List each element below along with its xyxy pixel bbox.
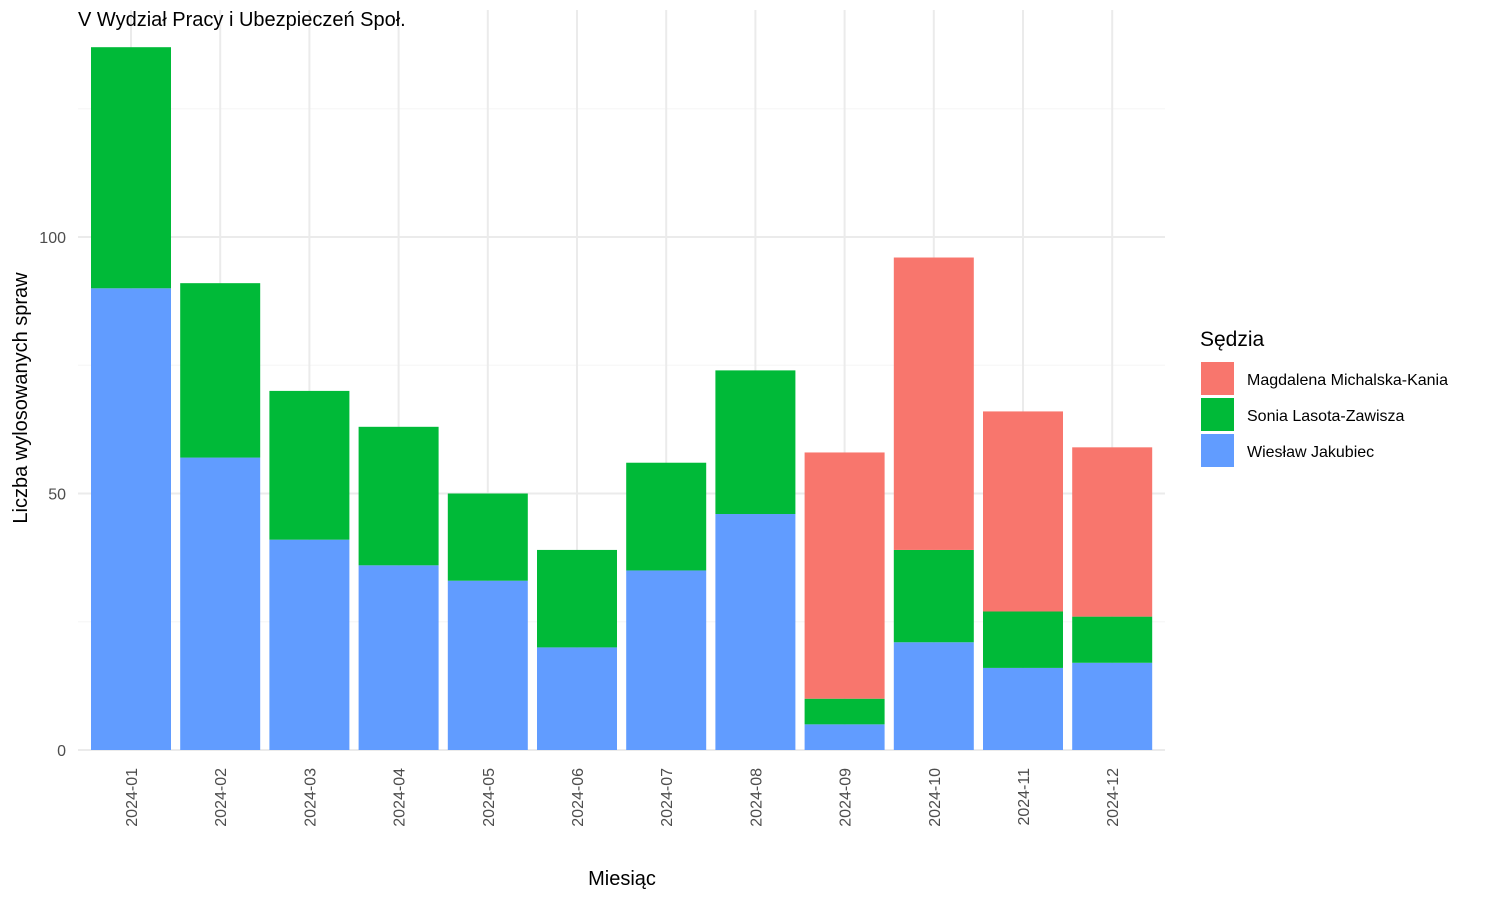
- bar-segment: [804, 724, 885, 750]
- legend-label: Magdalena Michalska-Kania: [1247, 372, 1448, 389]
- y-axis-ticks: 0 50 100: [39, 230, 66, 760]
- bar-segment: [180, 457, 261, 750]
- bar-segment: [715, 514, 796, 750]
- legend-swatch: [1201, 434, 1234, 467]
- bar-segment: [537, 647, 617, 750]
- x-tick-label: 2024-12: [1105, 768, 1122, 827]
- bar-segment: [1072, 616, 1153, 663]
- bar-segment: [537, 549, 617, 648]
- x-tick-label: 2024-05: [481, 768, 498, 827]
- bar-segment: [91, 47, 171, 289]
- y-tick-label: 100: [39, 230, 66, 247]
- chart-title: V Wydział Pracy i Ubezpieczeń Społ.: [78, 9, 406, 31]
- x-axis-title: Miesiąc: [588, 868, 656, 890]
- bar-segment: [715, 370, 796, 515]
- bar-segment: [447, 493, 528, 581]
- x-tick-label: 2024-11: [1016, 768, 1033, 826]
- x-tick-label: 2024-02: [213, 768, 230, 827]
- bar-segment: [983, 411, 1063, 612]
- legend-swatch: [1201, 362, 1234, 395]
- y-tick-label: 0: [57, 743, 66, 760]
- x-tick-label: 2024-09: [838, 768, 855, 827]
- y-tick-label: 50: [48, 487, 66, 504]
- x-tick-label: 2024-07: [659, 768, 676, 827]
- bar-segment: [893, 257, 974, 550]
- bar-segment: [358, 565, 439, 750]
- x-tick-label: 2024-03: [302, 768, 319, 827]
- bar-segment: [626, 570, 707, 750]
- bar-segment: [1072, 447, 1153, 617]
- bar-segment: [269, 539, 350, 750]
- bar-segment: [804, 698, 885, 725]
- x-axis-ticks: 2024-01 2024-02 2024-03 2024-04 2024-05 2024-…: [124, 768, 1122, 827]
- x-tick-label: 2024-01: [124, 768, 141, 827]
- bar-segment: [983, 611, 1063, 668]
- bar-segment: [91, 288, 171, 750]
- bar-segment: [447, 580, 528, 750]
- bars: [91, 47, 1153, 750]
- x-tick-label: 2024-08: [748, 768, 765, 827]
- x-tick-label: 2024-06: [570, 768, 587, 827]
- legend: Sędzia Magdalena Michalska-Kania Sonia La…: [1200, 328, 1448, 467]
- bar-segment: [893, 549, 974, 643]
- bar-segment: [626, 462, 707, 571]
- legend-label: Wiesław Jakubiec: [1247, 444, 1374, 461]
- bar-segment: [983, 667, 1063, 750]
- x-tick-label: 2024-04: [392, 768, 409, 827]
- y-axis-title: Liczba wylosowanych spraw: [10, 272, 32, 524]
- bar-segment: [893, 642, 974, 750]
- bar-segment: [180, 283, 261, 458]
- x-tick-label: 2024-10: [927, 768, 944, 827]
- bar-segment: [804, 452, 885, 699]
- legend-title: Sędzia: [1200, 328, 1265, 351]
- bar-segment: [358, 426, 439, 566]
- bar-segment: [1072, 662, 1153, 750]
- legend-swatch: [1201, 398, 1234, 431]
- bar-segment: [269, 390, 350, 540]
- legend-label: Sonia Lasota-Zawisza: [1247, 408, 1405, 425]
